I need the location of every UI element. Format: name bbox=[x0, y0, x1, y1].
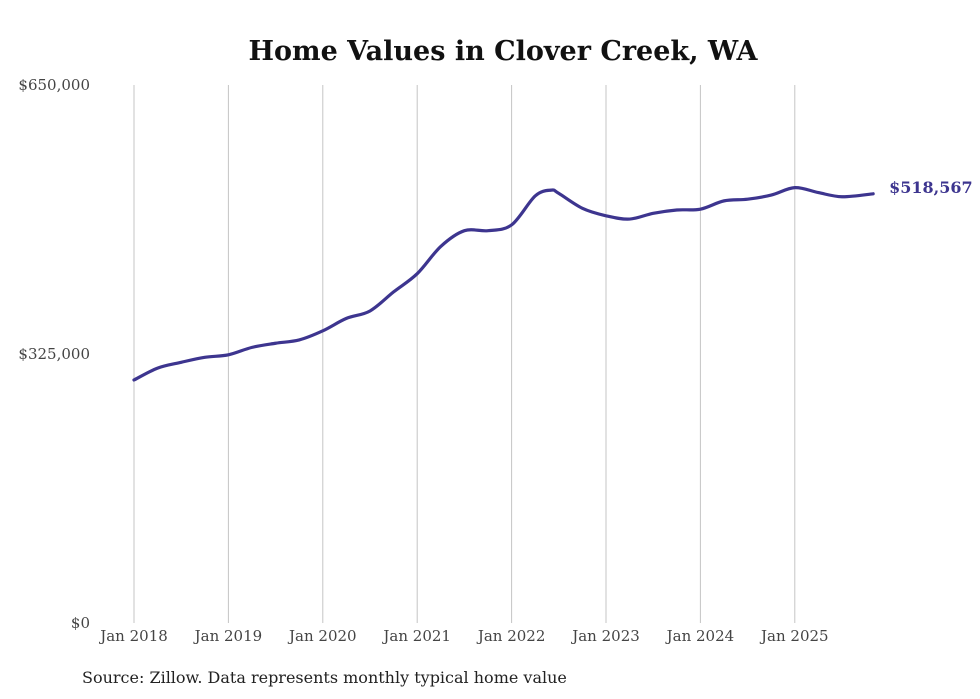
x-tick-label: Jan 2021 bbox=[381, 627, 451, 645]
x-tick-label: Jan 2023 bbox=[570, 627, 640, 645]
chart-title: Home Values in Clover Creek, WA bbox=[249, 36, 759, 67]
source-note: Source: Zillow. Data represents monthly … bbox=[82, 668, 567, 687]
x-tick-label: Jan 2024 bbox=[665, 627, 735, 645]
x-tick-label: Jan 2025 bbox=[759, 627, 829, 645]
series-line bbox=[132, 186, 875, 382]
x-tick-label: Jan 2018 bbox=[98, 627, 168, 645]
x-tick-label: Jan 2019 bbox=[193, 627, 263, 645]
y-tick-label: $650,000 bbox=[18, 76, 90, 94]
y-tick-label: $0 bbox=[71, 614, 90, 632]
x-tick-label: Jan 2022 bbox=[476, 627, 546, 645]
end-value-label: $518,567 bbox=[889, 178, 973, 197]
x-tick-label: Jan 2020 bbox=[287, 627, 357, 645]
y-tick-label: $325,000 bbox=[18, 345, 90, 363]
